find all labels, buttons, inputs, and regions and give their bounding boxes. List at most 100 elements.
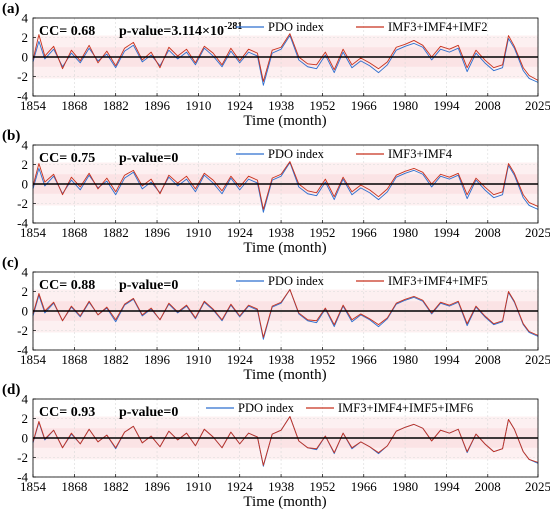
- x-tick-label: 1882: [103, 352, 129, 367]
- x-tick-label: 2025: [525, 98, 550, 113]
- y-tick-label: 4: [22, 138, 29, 153]
- x-axis-label: Time (month): [243, 240, 326, 256]
- y-tick-label: 2: [22, 284, 29, 299]
- legend-label: PDO index: [268, 147, 325, 161]
- x-tick-label: 1910: [185, 479, 211, 494]
- x-tick-label: 1966: [351, 98, 378, 113]
- x-tick-label: 1910: [185, 352, 211, 367]
- pvalue-annotation: p-value=0: [119, 405, 178, 420]
- panel-label: (a): [2, 1, 20, 17]
- x-tick-label: 1994: [433, 225, 460, 240]
- x-tick-label: 1910: [185, 98, 211, 113]
- x-tick-label: 1924: [227, 225, 254, 240]
- y-tick-label: -2: [17, 69, 28, 84]
- x-tick-label: 1994: [433, 479, 460, 494]
- y-tick-label: -4: [17, 89, 28, 104]
- legend-label: PDO index: [268, 20, 325, 34]
- x-tick-label: 2025: [525, 352, 550, 367]
- x-tick-label: 1896: [144, 98, 171, 113]
- x-tick-label: 1980: [392, 352, 418, 367]
- x-tick-label: 1994: [433, 352, 460, 367]
- x-tick-label: 1938: [268, 479, 294, 494]
- x-tick-label: 1938: [268, 98, 294, 113]
- x-tick-label: 1868: [61, 98, 87, 113]
- x-tick-label: 1952: [309, 352, 335, 367]
- x-tick-label: 1966: [351, 225, 378, 240]
- x-tick-label: 1924: [227, 98, 254, 113]
- cc-annotation: CC= 0.88: [39, 278, 95, 293]
- y-tick-label: -2: [17, 450, 28, 465]
- x-tick-label: 1952: [309, 225, 335, 240]
- x-tick-label: 1868: [61, 225, 87, 240]
- x-tick-label: 1882: [103, 98, 129, 113]
- x-tick-label: 1896: [144, 352, 171, 367]
- y-tick-label: 0: [22, 177, 29, 192]
- pvalue-annotation: p-value=0: [119, 151, 178, 166]
- x-tick-label: 1882: [103, 225, 129, 240]
- x-tick-label: 1854: [20, 225, 47, 240]
- x-axis-label: Time (month): [243, 367, 326, 383]
- pvalue-annotation: p-value=0: [119, 278, 178, 293]
- y-tick-label: -4: [17, 343, 28, 358]
- x-tick-label: 1854: [20, 352, 47, 367]
- x-tick-label: 1938: [268, 225, 294, 240]
- legend-label: IMF3+IMF4+IMF5: [388, 274, 488, 288]
- y-tick-label: -4: [17, 470, 28, 485]
- x-tick-label: 1994: [433, 98, 460, 113]
- y-tick-label: 2: [22, 411, 29, 426]
- x-tick-label: 2025: [525, 479, 550, 494]
- x-tick-label: 1868: [61, 479, 87, 494]
- x-tick-label: 1924: [227, 352, 254, 367]
- cc-annotation: CC= 0.93: [39, 405, 95, 420]
- x-tick-label: 1966: [351, 352, 378, 367]
- x-tick-label: 1868: [61, 352, 87, 367]
- legend-label: PDO index: [268, 274, 325, 288]
- x-tick-label: 1952: [309, 479, 335, 494]
- x-tick-label: 1854: [20, 479, 47, 494]
- x-tick-label: 1882: [103, 479, 129, 494]
- x-tick-label: 2025: [525, 225, 550, 240]
- x-tick-label: 1980: [392, 479, 418, 494]
- series-line-imf: [32, 289, 539, 338]
- x-axis-label: Time (month): [243, 113, 326, 129]
- legend-label: IMF3+IMF4+IMF5+IMF6: [338, 401, 473, 415]
- x-tick-label: 2008: [475, 479, 501, 494]
- series-line-pdo: [32, 162, 539, 213]
- series-line-pdo: [32, 35, 539, 86]
- y-tick-label: -2: [17, 323, 28, 338]
- panel-label: (c): [2, 255, 19, 271]
- x-tick-label: 1910: [185, 225, 211, 240]
- x-tick-label: 1854: [20, 98, 47, 113]
- x-tick-label: 1952: [309, 98, 335, 113]
- series-line-imf: [32, 33, 539, 82]
- x-tick-label: 1938: [268, 352, 294, 367]
- panel-label: (b): [2, 128, 20, 144]
- y-tick-label: 4: [22, 392, 29, 407]
- y-tick-label: 4: [22, 265, 29, 280]
- cc-annotation: CC= 0.75: [39, 151, 95, 166]
- x-tick-label: 1896: [144, 225, 171, 240]
- x-tick-label: 2008: [475, 352, 501, 367]
- y-tick-label: 0: [22, 50, 29, 65]
- series-line-imf: [32, 161, 539, 210]
- x-tick-label: 1896: [144, 479, 171, 494]
- y-tick-label: 0: [22, 304, 29, 319]
- x-tick-label: 2008: [475, 98, 501, 113]
- legend-label: IMF3+IMF4+IMF2: [388, 20, 488, 34]
- series-line-imf: [32, 416, 539, 466]
- x-tick-label: 1966: [351, 479, 378, 494]
- x-tick-label: 1924: [227, 479, 254, 494]
- legend-label: PDO index: [238, 401, 295, 415]
- x-tick-label: 2008: [475, 225, 501, 240]
- y-tick-label: 0: [22, 431, 29, 446]
- y-tick-label: 4: [22, 11, 29, 26]
- y-tick-label: -2: [17, 196, 28, 211]
- y-tick-label: -4: [17, 216, 28, 231]
- cc-annotation: CC= 0.68: [39, 24, 95, 39]
- y-tick-label: 2: [22, 157, 29, 172]
